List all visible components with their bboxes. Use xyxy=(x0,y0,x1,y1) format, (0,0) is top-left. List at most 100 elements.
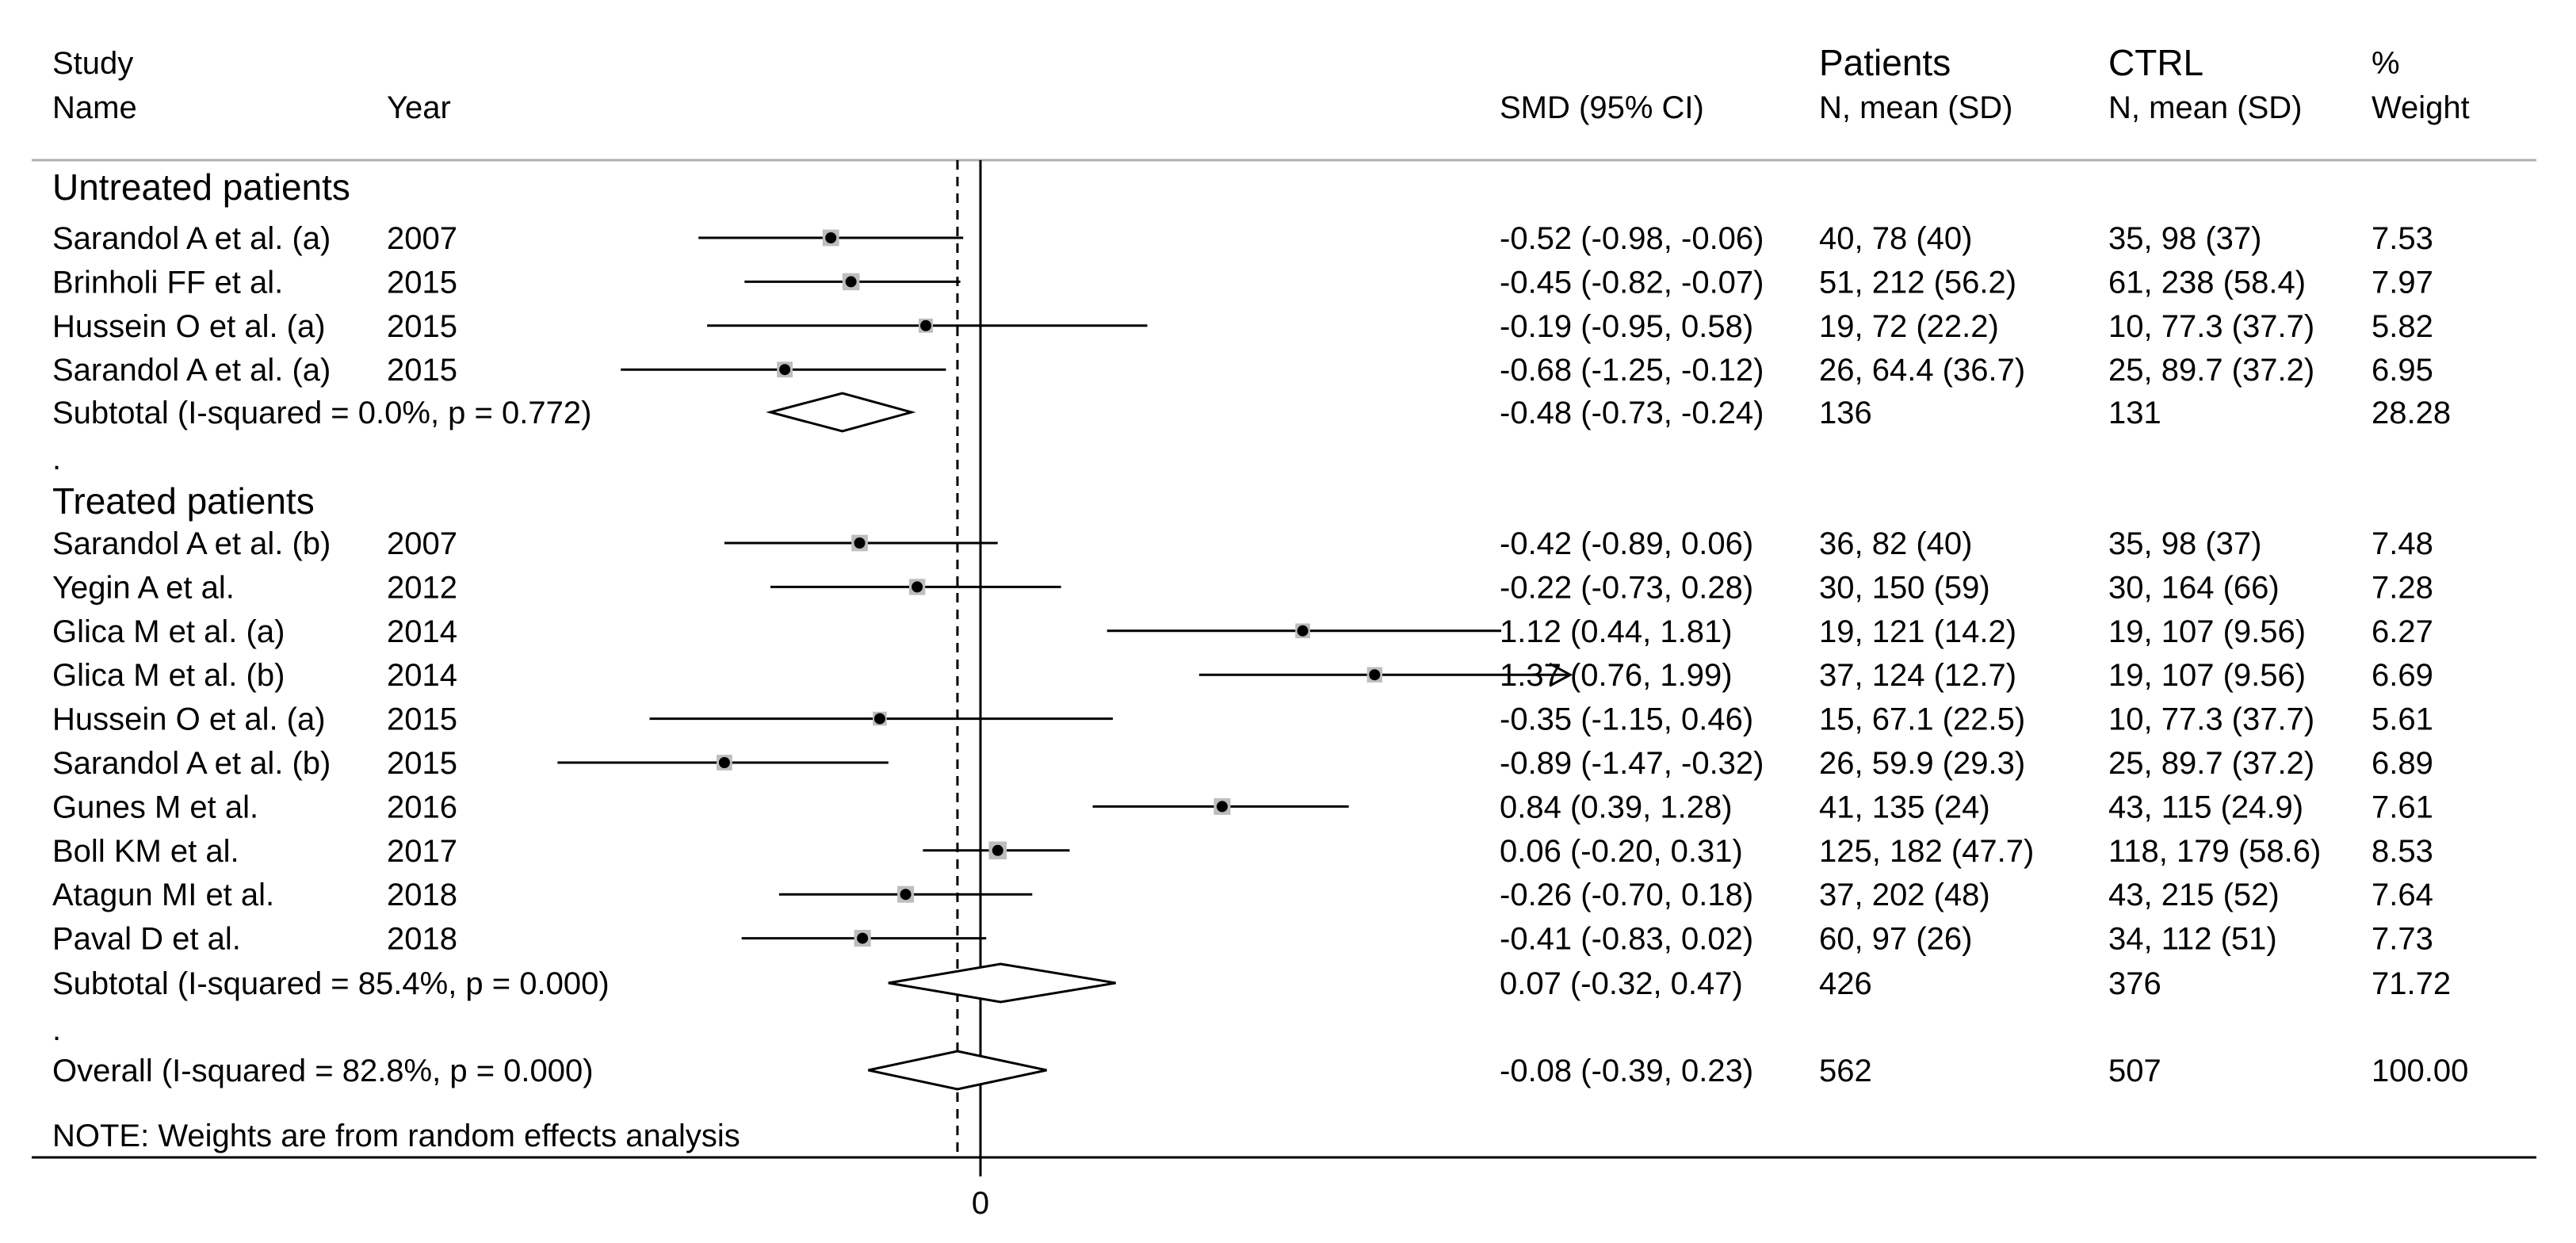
study-name: Sarandol A et al. (a) xyxy=(52,353,331,388)
study-row: Glica M et al. (b) 2014 1.37 (0.76, 1.99) 3… xyxy=(52,658,2433,693)
footnote: NOTE: Weights are from random effects an… xyxy=(52,1119,740,1153)
study-name: Sarandol A et al. (a) xyxy=(52,221,331,256)
study-patients: 40, 78 (40) xyxy=(1819,221,1972,256)
ci-arrow-icon xyxy=(1549,662,1573,687)
study-smd-ci: 0.84 (0.39, 1.28) xyxy=(1500,790,1733,824)
study-name: Hussein O et al. (a) xyxy=(52,702,326,737)
study-ctrl: 34, 112 (51) xyxy=(2108,922,2277,957)
study-smd-ci: -0.22 (-0.73, 0.28) xyxy=(1500,570,1753,605)
point-estimate xyxy=(912,581,923,593)
study-weight: 7.28 xyxy=(2372,570,2433,605)
header-ctrl-sub: N, mean (SD) xyxy=(2108,90,2303,125)
header-patients: Patients xyxy=(1819,42,1951,83)
subtotal-row-label: Subtotal (I-squared = 85.4%, p = 0.000) xyxy=(52,966,610,1001)
study-patients: 37, 124 (12.7) xyxy=(1819,658,2016,693)
study-name: Brinholi FF et al. xyxy=(52,265,283,300)
study-patients: 19, 121 (14.2) xyxy=(1819,614,2016,649)
study-ctrl: 25, 89.7 (37.2) xyxy=(2108,746,2314,781)
point-estimate xyxy=(854,537,866,549)
study-name: Sarandol A et al. (b) xyxy=(52,746,331,781)
study-name: Atagun MI et al. xyxy=(52,878,274,912)
point-estimate xyxy=(873,713,885,725)
study-row: Brinholi FF et al. 2015 -0.45 (-0.82, -0.0… xyxy=(52,265,2433,300)
point-estimate xyxy=(1297,625,1309,637)
study-ctrl: 61, 238 (58.4) xyxy=(2108,265,2306,300)
study-weight: 6.89 xyxy=(2372,746,2433,781)
study-patients: 26, 64.4 (36.7) xyxy=(1819,353,2025,388)
header-weight: Weight xyxy=(2372,90,2470,125)
group-heading: Treated patients xyxy=(52,480,315,522)
study-smd-ci: -0.26 (-0.70, 0.18) xyxy=(1500,878,1753,912)
column-headers: Study Name Year SMD (95% CI) Patients N,… xyxy=(52,42,2470,125)
study-weight: 7.61 xyxy=(2372,790,2433,824)
study-name: Sarandol A et al. (b) xyxy=(52,526,331,561)
overall-row-weight: 100.00 xyxy=(2372,1054,2468,1088)
study-name: Paval D et al. xyxy=(52,922,241,957)
study-smd-ci: -0.41 (-0.83, 0.02) xyxy=(1500,922,1753,957)
study-row: Hussein O et al. (a) 2015 -0.35 (-1.15, 0.… xyxy=(52,702,2433,737)
study-year: 2016 xyxy=(387,790,457,824)
study-smd-ci: -0.35 (-1.15, 0.46) xyxy=(1500,702,1753,737)
study-ctrl: 19, 107 (9.56) xyxy=(2108,658,2306,693)
subtotal-row-patients: 426 xyxy=(1819,966,1872,1001)
study-weight: 6.95 xyxy=(2372,353,2433,388)
study-smd-ci: 1.37 (0.76, 1.99) xyxy=(1500,658,1733,693)
study-patients: 15, 67.1 (22.5) xyxy=(1819,702,2025,737)
overall-row: Overall (I-squared = 82.8%, p = 0.000) -0… xyxy=(52,1050,2468,1091)
header-weight-percent: % xyxy=(2372,46,2400,81)
point-estimate xyxy=(825,232,837,243)
study-smd-ci: -0.19 (-0.95, 0.58) xyxy=(1500,309,1753,344)
study-name: Glica M et al. (b) xyxy=(52,658,285,693)
pooled-diamond xyxy=(868,1050,1047,1091)
point-estimate xyxy=(779,364,791,376)
point-estimate xyxy=(718,757,730,768)
study-ctrl: 30, 164 (66) xyxy=(2108,570,2280,605)
study-smd-ci: -0.45 (-0.82, -0.07) xyxy=(1500,265,1764,300)
study-patients: 19, 72 (22.2) xyxy=(1819,309,1999,344)
subtotal-row-ctrl: 376 xyxy=(2108,966,2161,1001)
study-patients: 37, 202 (48) xyxy=(1819,878,1990,912)
study-row: Glica M et al. (a) 2014 1.12 (0.44, 1.81) 1… xyxy=(52,614,2433,649)
pooled-diamond xyxy=(766,392,916,433)
subtotal-row-weight: 71.72 xyxy=(2372,966,2451,1001)
study-weight: 7.64 xyxy=(2372,878,2433,912)
study-year: 2015 xyxy=(387,309,457,344)
point-estimate xyxy=(1216,801,1228,813)
subtotal-row-weight: 28.28 xyxy=(2372,396,2451,430)
study-weight: 6.27 xyxy=(2372,614,2433,649)
study-ctrl: 10, 77.3 (37.7) xyxy=(2108,309,2314,344)
study-ctrl: 25, 89.7 (37.2) xyxy=(2108,353,2314,388)
overall-row-patients: 562 xyxy=(1819,1054,1872,1088)
overall-row-smd-ci: -0.08 (-0.39, 0.23) xyxy=(1500,1054,1753,1088)
header-ctrl: CTRL xyxy=(2108,42,2203,83)
overall-row-ctrl: 507 xyxy=(2108,1054,2161,1088)
study-patients: 26, 59.9 (29.3) xyxy=(1819,746,2025,781)
point-estimate xyxy=(920,319,932,331)
study-weight: 5.61 xyxy=(2372,702,2433,737)
study-name: Glica M et al. (a) xyxy=(52,614,285,649)
subtotal-row-patients: 136 xyxy=(1819,396,1872,430)
forest-rows: Untreated patients Sarandol A et al. (a) 2… xyxy=(52,166,2468,1091)
study-weight: 6.69 xyxy=(2372,658,2433,693)
point-estimate xyxy=(992,844,1003,856)
point-estimate xyxy=(900,889,912,901)
study-ctrl: 118, 179 (58.6) xyxy=(2108,834,2321,869)
study-patients: 60, 97 (26) xyxy=(1819,922,1972,957)
study-smd-ci: -0.42 (-0.89, 0.06) xyxy=(1500,526,1753,561)
header-smd: SMD (95% CI) xyxy=(1500,90,1704,125)
spacer-dot: . xyxy=(52,442,61,476)
header-patients-sub: N, mean (SD) xyxy=(1819,90,2013,125)
group-heading: Untreated patients xyxy=(52,166,350,208)
study-year: 2014 xyxy=(387,614,457,649)
subtotal-row-label: Subtotal (I-squared = 0.0%, p = 0.772) xyxy=(52,396,591,430)
study-row: Sarandol A et al. (b) 2015 -0.89 (-1.47, -… xyxy=(52,746,2433,781)
study-ctrl: 19, 107 (9.56) xyxy=(2108,614,2306,649)
spacer-dot: . xyxy=(52,1012,61,1047)
study-ctrl: 35, 98 (37) xyxy=(2108,526,2261,561)
study-smd-ci: -0.89 (-1.47, -0.32) xyxy=(1500,746,1764,781)
study-year: 2012 xyxy=(387,570,457,605)
subtotal-row-ctrl: 131 xyxy=(2108,396,2161,430)
study-row: Sarandol A et al. (a) 2007 -0.52 (-0.98, -… xyxy=(52,221,2433,256)
study-patients: 36, 82 (40) xyxy=(1819,526,1972,561)
